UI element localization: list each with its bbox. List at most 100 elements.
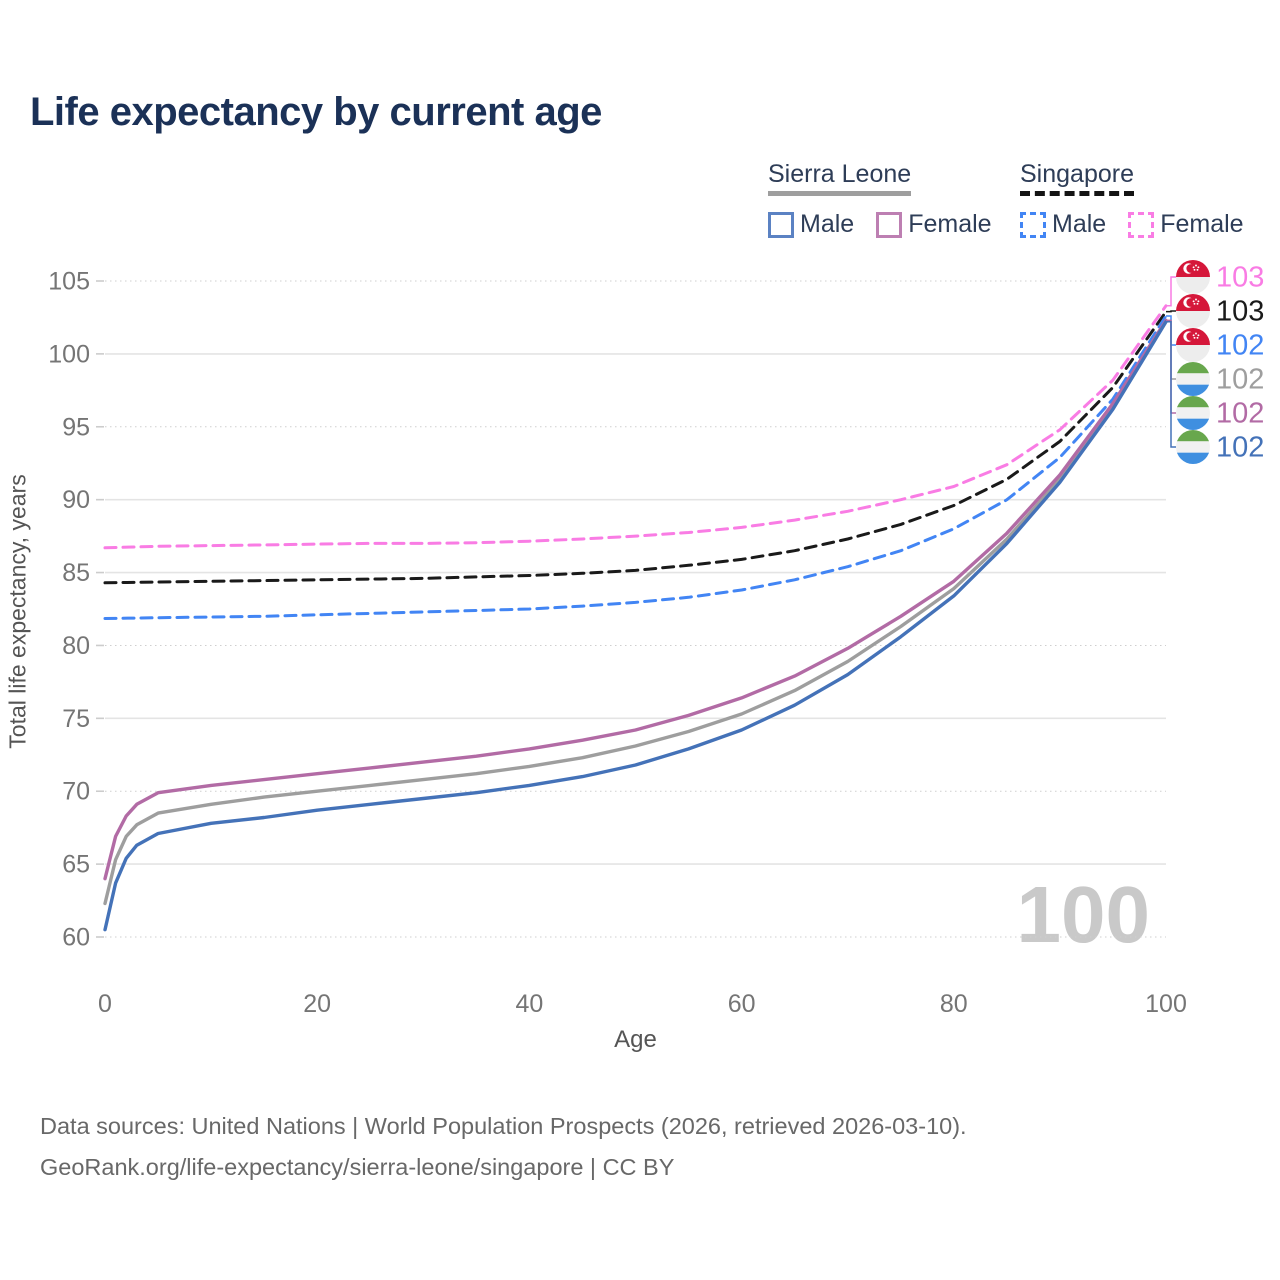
flag-white-band bbox=[1176, 407, 1210, 419]
x-tick-label-80: 80 bbox=[940, 990, 968, 1018]
singapore-flag-body bbox=[1176, 260, 1210, 294]
flag-star-1 bbox=[1192, 266, 1195, 269]
flag-white-half bbox=[1176, 345, 1210, 362]
singapore-flag-icon bbox=[1176, 260, 1210, 294]
x-tick-label-40: 40 bbox=[515, 990, 543, 1018]
footer-attribution: Data sources: United Nations | World Pop… bbox=[40, 1106, 967, 1188]
flag-star-4 bbox=[1196, 336, 1199, 339]
legend-group-singapore: Singapore Male Female bbox=[1020, 160, 1266, 239]
flag-white-band bbox=[1176, 373, 1210, 385]
legend-header-sierra-leone: Sierra Leone bbox=[768, 160, 912, 196]
singapore-flag-icon bbox=[1176, 328, 1210, 362]
series-line-sierra-leone-male[interactable] bbox=[103, 320, 1168, 932]
y-tick-label-105: 105 bbox=[48, 268, 90, 296]
y-tick-label-95: 95 bbox=[62, 413, 90, 441]
flag-star-3 bbox=[1193, 302, 1196, 305]
age-watermark: 100 bbox=[1017, 870, 1150, 959]
x-tick-label-100: 100 bbox=[1145, 990, 1187, 1018]
flag-star-3 bbox=[1193, 336, 1196, 339]
x-tick-label-0: 0 bbox=[98, 990, 112, 1018]
sierra-leone-flag-body bbox=[1176, 430, 1210, 464]
end-value-label-singapore-total: 103 bbox=[1216, 296, 1264, 328]
flag-star-2 bbox=[1197, 334, 1200, 337]
flag-green-band bbox=[1176, 362, 1210, 374]
series-line-sierra-leone-female[interactable] bbox=[103, 318, 1168, 881]
end-value-label-sierra-leone-female: 102 bbox=[1216, 398, 1264, 430]
flag-green-band bbox=[1176, 396, 1210, 408]
series-line-singapore-female[interactable] bbox=[103, 304, 1168, 550]
y-tick-label-90: 90 bbox=[62, 486, 90, 514]
legend-label-sierra-leone-female: Female bbox=[908, 210, 992, 238]
flag-star-0 bbox=[1195, 298, 1197, 301]
legend-label-singapore-male: Male bbox=[1052, 210, 1107, 238]
sierra-leone-flag-body bbox=[1176, 396, 1210, 430]
flag-star-4 bbox=[1196, 268, 1199, 271]
y-tick-label-80: 80 bbox=[62, 632, 90, 660]
singapore-flag-body bbox=[1176, 294, 1210, 328]
legend-swatch-singapore-female-icon bbox=[1128, 211, 1155, 238]
flag-star-1 bbox=[1192, 300, 1195, 303]
flag-crescent-cut bbox=[1186, 298, 1196, 307]
series-line-singapore-total[interactable] bbox=[103, 310, 1168, 585]
x-tick-label-20: 20 bbox=[303, 990, 331, 1018]
singapore-flag-icon bbox=[1176, 294, 1210, 328]
legend-header-singapore: Singapore bbox=[1020, 160, 1134, 196]
legend-swatch-sierra-leone-male-icon bbox=[768, 211, 794, 238]
legend-item-sierra-leone-female[interactable]: Female bbox=[876, 210, 992, 239]
end-value-label-sierra-leone-total: 102 bbox=[1216, 364, 1264, 396]
sierra-leone-flag-icon bbox=[1176, 430, 1210, 464]
legend-row-singapore: Male Female bbox=[1020, 210, 1266, 239]
page-title: Life expectancy by current age bbox=[30, 90, 602, 134]
x-axis-title: Age bbox=[614, 1026, 657, 1053]
end-label-connector-sierra-leone-male bbox=[1166, 321, 1176, 448]
flag-star-0 bbox=[1195, 332, 1197, 335]
flag-green-band bbox=[1176, 430, 1210, 442]
legend-label-singapore-female: Female bbox=[1160, 210, 1244, 238]
y-tick-label-60: 60 bbox=[62, 924, 90, 952]
flag-crescent-cut bbox=[1186, 264, 1196, 273]
legend-label-sierra-leone-male: Male bbox=[800, 210, 855, 238]
flag-blue-band bbox=[1176, 452, 1210, 464]
end-label-connector-singapore-total bbox=[1166, 310, 1176, 313]
flag-white-half bbox=[1176, 311, 1210, 328]
y-tick-label-75: 75 bbox=[62, 705, 90, 733]
singapore-flag-body bbox=[1176, 328, 1210, 362]
legend-group-sierra-leone: Sierra Leone Male Female bbox=[768, 160, 1014, 239]
flag-star-4 bbox=[1196, 302, 1199, 305]
footer-data-sources: Data sources: United Nations | World Pop… bbox=[40, 1113, 967, 1139]
flag-blue-band bbox=[1176, 384, 1210, 396]
legend-item-singapore-male[interactable]: Male bbox=[1020, 210, 1106, 239]
end-label-connector-singapore-female bbox=[1166, 276, 1176, 307]
end-value-label-singapore-male: 102 bbox=[1216, 330, 1264, 362]
legend-swatch-sierra-leone-female-icon bbox=[876, 211, 903, 238]
legend-item-sierra-leone-male[interactable]: Male bbox=[768, 210, 854, 239]
legend-item-singapore-female[interactable]: Female bbox=[1128, 210, 1244, 239]
flag-star-1 bbox=[1192, 334, 1195, 337]
series-line-sierra-leone-total[interactable] bbox=[103, 319, 1168, 906]
legend-row-sierra-leone: Male Female bbox=[768, 210, 1014, 239]
series-line-singapore-male[interactable] bbox=[103, 314, 1168, 620]
flag-white-band bbox=[1176, 441, 1210, 453]
y-tick-label-100: 100 bbox=[48, 340, 90, 368]
flag-star-0 bbox=[1195, 264, 1197, 267]
flag-star-2 bbox=[1197, 266, 1200, 269]
y-tick-label-85: 85 bbox=[62, 559, 90, 587]
sierra-leone-flag-body bbox=[1176, 362, 1210, 396]
y-axis-title: Total life expectancy, years bbox=[4, 474, 31, 749]
footer-source-link[interactable]: GeoRank.org/life-expectancy/sierra-leone… bbox=[40, 1154, 675, 1180]
end-value-label-sierra-leone-male: 102 bbox=[1216, 432, 1264, 464]
flag-crescent-cut bbox=[1186, 332, 1196, 341]
flag-blue-band bbox=[1176, 418, 1210, 430]
sierra-leone-flag-icon bbox=[1176, 396, 1210, 430]
legend-swatch-singapore-male-icon bbox=[1020, 211, 1046, 238]
sierra-leone-flag-icon bbox=[1176, 362, 1210, 396]
y-tick-label-70: 70 bbox=[62, 778, 90, 806]
flag-star-2 bbox=[1197, 300, 1200, 303]
flag-star-3 bbox=[1193, 268, 1196, 271]
end-value-label-singapore-female: 103 bbox=[1216, 262, 1264, 294]
x-tick-label-60: 60 bbox=[728, 990, 756, 1018]
flag-white-half bbox=[1176, 277, 1210, 294]
y-tick-label-65: 65 bbox=[62, 851, 90, 879]
